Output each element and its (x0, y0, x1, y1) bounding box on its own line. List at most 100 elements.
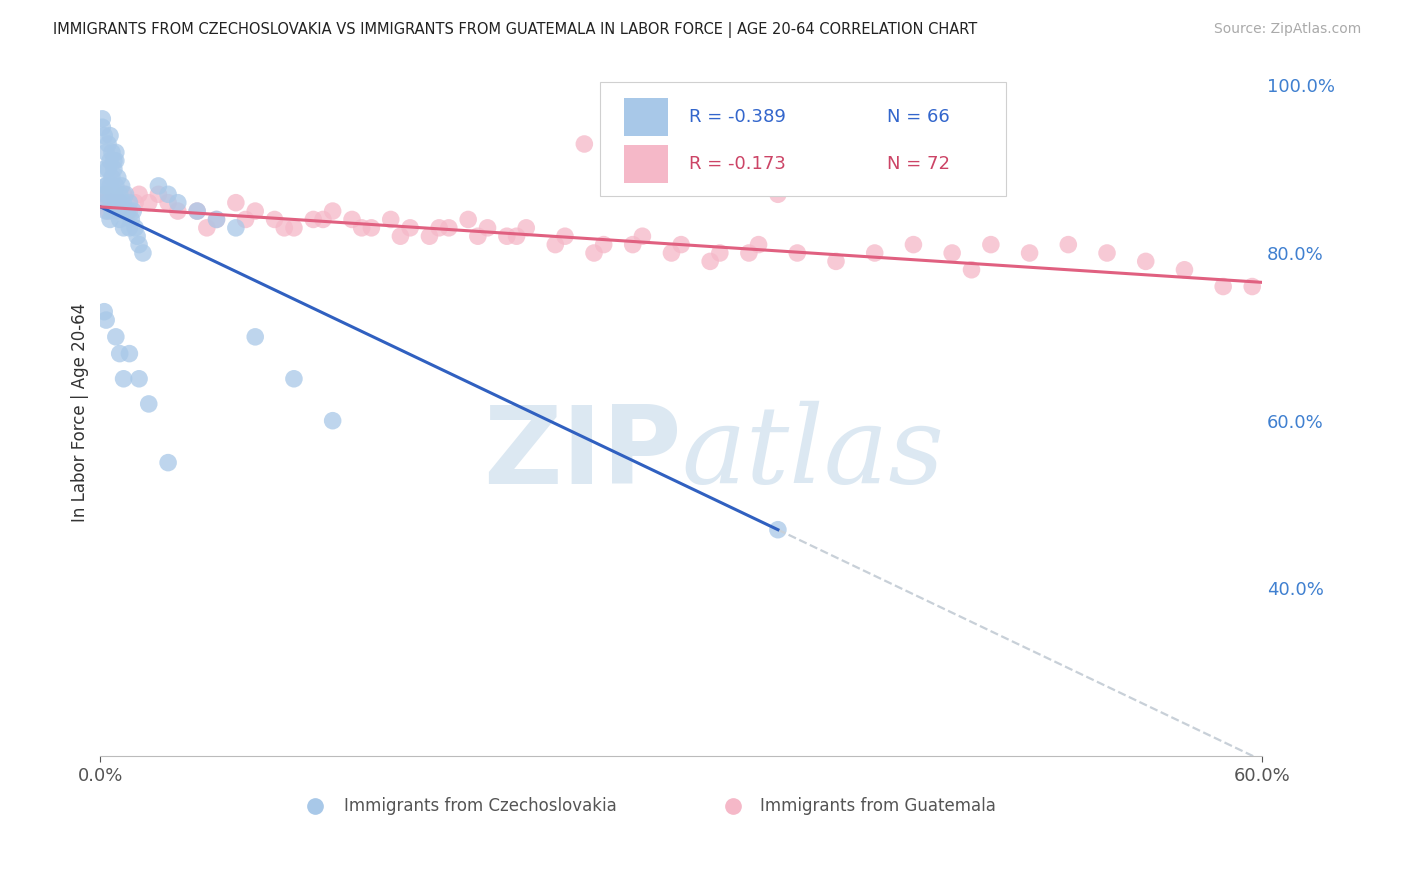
Point (93, 304, 115, 318)
Point (104, 178, 127, 193)
Point (108, 212, 131, 227)
Point (101, 145, 124, 160)
Point (245, 204, 267, 219)
Bar (624, 98, 668, 136)
Point (101, 170, 124, 185)
Point (574, 136, 596, 151)
Point (186, 204, 208, 219)
FancyBboxPatch shape (600, 82, 1007, 195)
Point (114, 187, 136, 202)
Point (157, 187, 180, 202)
Point (112, 195, 135, 210)
Point (104, 204, 127, 219)
Point (186, 204, 208, 219)
Point (112, 187, 135, 202)
Point (101, 204, 124, 219)
Point (322, 414, 344, 428)
Point (283, 372, 305, 386)
Point (195, 220, 218, 235)
Point (786, 246, 808, 260)
Point (91, 112, 114, 126)
Text: N = 72: N = 72 (887, 155, 949, 173)
Point (157, 456, 180, 470)
Point (235, 212, 257, 227)
Point (117, 204, 139, 219)
Point (98, 195, 121, 210)
Point (118, 204, 141, 219)
Point (98, 212, 121, 227)
Point (582, 246, 605, 260)
Point (108, 195, 131, 210)
Point (97, 204, 120, 219)
Point (283, 220, 305, 235)
Text: Immigrants from Guatemala: Immigrants from Guatemala (761, 797, 995, 814)
Point (97, 187, 120, 202)
Point (302, 212, 325, 227)
Point (107, 170, 129, 185)
Point (505, 229, 527, 244)
Point (1057, 237, 1080, 252)
Point (631, 229, 654, 244)
Point (669, 237, 692, 252)
Point (96, 145, 118, 160)
Point (124, 195, 146, 210)
Point (103, 162, 125, 177)
Point (312, 212, 335, 227)
Point (111, 178, 134, 193)
Point (554, 229, 576, 244)
Y-axis label: In Labor Force | Age 20-64: In Labor Force | Age 20-64 (72, 302, 89, 522)
Point (748, 237, 770, 252)
Point (97, 162, 120, 177)
Text: Source: ZipAtlas.com: Source: ZipAtlas.com (1213, 22, 1361, 37)
Text: IMMIGRANTS FROM CZECHOSLOVAKIA VS IMMIGRANTS FROM GUATEMALA IN LABOR FORCE | AGE: IMMIGRANTS FROM CZECHOSLOVAKIA VS IMMIGR… (53, 22, 977, 38)
Point (477, 220, 499, 235)
Point (1135, 254, 1157, 268)
Point (128, 187, 150, 202)
Point (103, 187, 125, 202)
Point (96, 313, 118, 327)
Point (699, 254, 721, 268)
Point (166, 204, 188, 219)
Point (111, 204, 134, 219)
Text: N = 66: N = 66 (887, 108, 949, 127)
Point (104, 153, 127, 168)
Point (661, 246, 683, 260)
Point (122, 204, 145, 219)
Point (1212, 279, 1234, 293)
Point (101, 195, 124, 210)
Point (738, 246, 761, 260)
Point (98, 128, 121, 143)
Point (118, 195, 141, 210)
Point (97, 195, 120, 210)
Point (437, 220, 460, 235)
Point (340, 212, 363, 227)
Point (93, 187, 115, 202)
Text: R = -0.173: R = -0.173 (689, 155, 786, 173)
Point (104, 145, 127, 160)
Point (467, 229, 489, 244)
Text: Immigrants from Czechoslovakia: Immigrants from Czechoslovakia (344, 797, 617, 814)
Point (980, 237, 1002, 252)
Point (766, 523, 789, 537)
Point (825, 254, 848, 268)
Point (91, 120, 114, 135)
Point (1241, 279, 1264, 293)
Point (127, 229, 149, 244)
Point (1095, 246, 1118, 260)
Point (112, 220, 135, 235)
Point (107, 195, 129, 210)
Point (107, 204, 129, 219)
Point (128, 237, 150, 252)
Point (418, 229, 440, 244)
Point (1018, 246, 1040, 260)
Point (263, 212, 285, 227)
Point (592, 237, 614, 252)
Point (148, 187, 170, 202)
Point (205, 212, 228, 227)
Point (96, 178, 118, 193)
Point (96, 204, 118, 219)
Point (96, 187, 118, 202)
Point (93, 128, 115, 143)
Text: R = -0.389: R = -0.389 (689, 108, 786, 127)
Point (427, 220, 450, 235)
